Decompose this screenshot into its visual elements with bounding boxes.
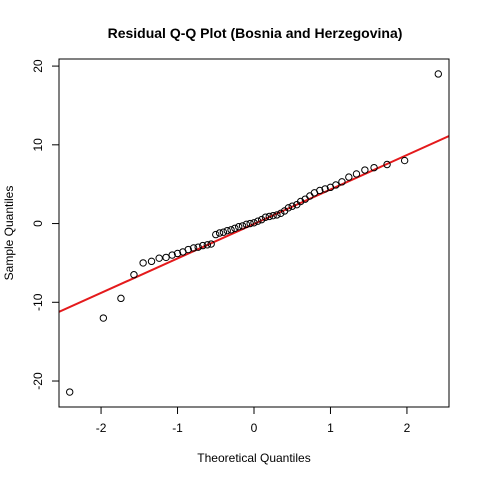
data-point: [273, 211, 281, 219]
data-point: [212, 230, 220, 239]
data-point: [155, 254, 163, 262]
data-point: [117, 294, 125, 303]
data-point: [316, 186, 324, 195]
data-point: [265, 212, 273, 221]
data-point: [434, 70, 442, 78]
data-point: [383, 160, 391, 169]
data-point: [199, 241, 207, 250]
reference-line: [59, 135, 449, 313]
y-tick-label: -20: [31, 372, 45, 390]
data-point: [242, 220, 251, 229]
data-point: [296, 197, 305, 206]
chart-title: Residual Q-Q Plot (Bosnia and Herzegovin…: [108, 25, 403, 41]
data-point: [321, 185, 329, 193]
data-point: [254, 217, 262, 225]
x-tick-label: -2: [96, 421, 107, 435]
data-point: [130, 271, 138, 279]
y-tick-label: -10: [31, 293, 45, 311]
y-tick-label: 10: [31, 138, 45, 152]
data-point: [235, 223, 243, 231]
data-point: [231, 224, 239, 232]
x-tick-label: 2: [404, 421, 411, 435]
data-point: [288, 202, 296, 210]
data-point: [139, 259, 147, 267]
x-tick-label: -1: [172, 421, 183, 435]
data-point: [246, 219, 254, 228]
data-point: [194, 243, 202, 251]
data-point: [238, 222, 247, 230]
data-point: [173, 249, 182, 258]
data-point: [219, 228, 228, 236]
data-point: [184, 245, 192, 254]
data-point: [99, 314, 108, 322]
data-point: [227, 226, 235, 234]
data-point: [361, 166, 369, 174]
plot-frame: [58, 58, 450, 408]
data-point: [66, 388, 74, 396]
data-point: [215, 229, 224, 237]
data-point: [203, 241, 212, 249]
data-point: [345, 173, 353, 181]
x-axis-label: Theoretical Quantiles: [197, 451, 310, 465]
data-point: [370, 163, 378, 172]
y-tick-label: 20: [31, 59, 45, 73]
x-tick-label: 0: [251, 421, 258, 435]
y-tick-label: 0: [31, 220, 45, 227]
data-point: [269, 211, 277, 220]
data-point: [162, 253, 170, 262]
data-point: [223, 226, 231, 235]
data-point: [189, 244, 198, 252]
data-point: [261, 213, 270, 221]
data-point: [352, 170, 361, 178]
data-point: [147, 257, 156, 266]
data-point: [284, 204, 293, 212]
data-point: [250, 219, 258, 227]
data-point: [338, 178, 346, 186]
data-point: [207, 240, 215, 248]
data-point: [257, 215, 266, 224]
y-axis-label: Sample Quantiles: [2, 186, 16, 281]
data-point: [400, 156, 409, 165]
data-point: [168, 251, 176, 259]
data-point: [277, 209, 285, 218]
x-tick-label: 1: [327, 421, 334, 435]
data-point: [332, 181, 340, 189]
